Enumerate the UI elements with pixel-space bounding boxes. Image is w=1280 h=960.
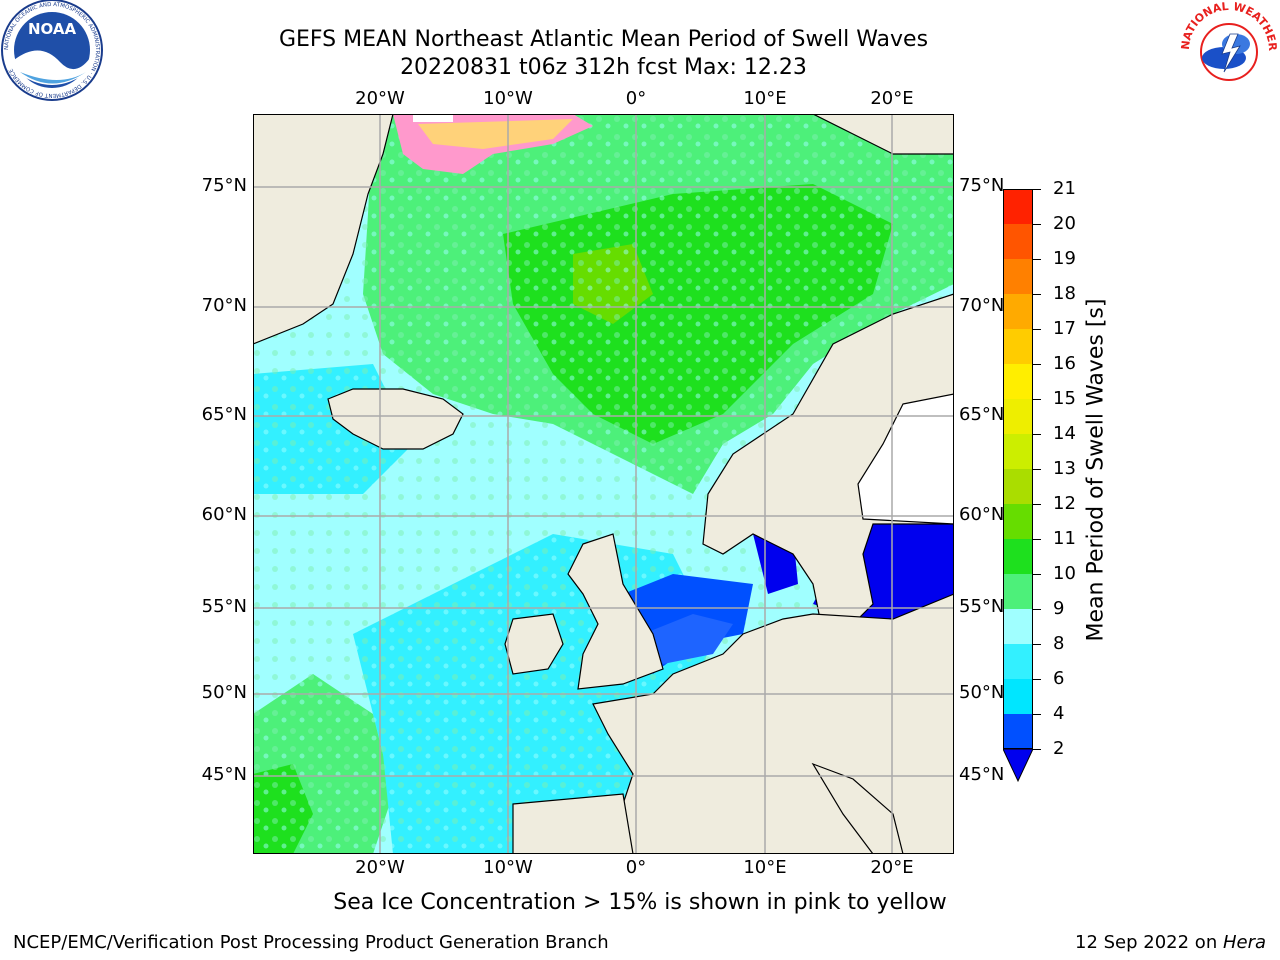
svg-text:NOAA: NOAA (28, 20, 77, 38)
lon-label-top: 20°W (355, 88, 405, 109)
lat-label-left: 70°N (201, 295, 247, 316)
lat-label-right: 45°N (959, 764, 1005, 785)
colorbar-tick-mark (1033, 189, 1041, 190)
lon-label-top: 0° (625, 88, 647, 109)
svalbard (812, 114, 954, 155)
colorbar-segment (1003, 539, 1033, 574)
colorbar-tick: 11 (1053, 528, 1076, 549)
colorbar-tick-mark (1033, 294, 1041, 295)
colorbar-tick: 20 (1053, 213, 1076, 234)
colorbar-tick: 17 (1053, 318, 1076, 339)
colorbar-tick-mark (1033, 679, 1041, 680)
chart-subtitle: 20220831 t06z 312h fcst Max: 12.23 (400, 55, 807, 80)
lon-label-bottom: 0° (625, 857, 647, 878)
colorbar-segment (1003, 679, 1033, 714)
colorbar-tick-mark (1033, 364, 1041, 365)
colorbar-tick: 16 (1053, 353, 1076, 374)
colorbar-tick: 4 (1053, 703, 1065, 724)
lat-label-right: 70°N (959, 295, 1005, 316)
great-britain (567, 533, 664, 690)
colorbar-tick-mark (1033, 224, 1041, 225)
iceland (327, 388, 464, 450)
iberia (512, 793, 634, 854)
colorbar-segment (1003, 329, 1033, 364)
colorbar-segment (1003, 469, 1033, 504)
colorbar-segment (1003, 399, 1033, 434)
lat-label-left: 65°N (201, 404, 247, 425)
lon-label-top: 10°E (743, 88, 787, 109)
lat-label-left: 60°N (201, 504, 247, 525)
colorbar-segment (1003, 189, 1033, 224)
lon-label-bottom: 10°W (483, 857, 533, 878)
lon-label-bottom: 20°E (870, 857, 914, 878)
colorbar-tick-mark (1033, 574, 1041, 575)
colorbar-tick: 13 (1053, 458, 1076, 479)
italy (811, 762, 904, 854)
producer-credit: NCEP/EMC/Verification Post Processing Pr… (13, 932, 609, 953)
colorbar-tick-mark (1033, 749, 1041, 750)
lat-label-left: 75°N (201, 175, 247, 196)
noaa-logo: NOAA NATIONAL OCEANIC AND ATMOSPHERIC AD… (1, 0, 103, 101)
lat-label-right: 60°N (959, 504, 1005, 525)
colorbar-tick-mark (1033, 329, 1041, 330)
colorbar-tick: 2 (1053, 738, 1065, 759)
colorbar-segment (1003, 434, 1033, 469)
finland (857, 393, 954, 525)
colorbar-tick-mark (1033, 259, 1041, 260)
colorbar-label: Mean Period of Swell Waves [s] (1083, 298, 1109, 642)
colorbar-segment (1003, 609, 1033, 644)
colorbar-tick: 6 (1053, 668, 1065, 689)
chart-title: GEFS MEAN Northeast Atlantic Mean Period… (278, 27, 929, 52)
lat-label-right: 50°N (959, 682, 1005, 703)
colorbar-tick: 19 (1053, 248, 1076, 269)
colorbar-tick: 12 (1053, 493, 1076, 514)
colorbar-tick-mark (1033, 434, 1041, 435)
colorbar-tick: 9 (1053, 598, 1065, 619)
colorbar-tick-mark (1033, 539, 1041, 540)
colorbar-segment (1003, 714, 1033, 749)
graticule (253, 114, 954, 854)
lat-label-right: 65°N (959, 404, 1005, 425)
ireland (504, 613, 564, 675)
colorbar-tick-mark (1033, 399, 1041, 400)
colorbar-segment (1003, 224, 1033, 259)
colorbar-tick-mark (1033, 609, 1041, 610)
swell-period-map (253, 114, 954, 854)
lat-label-left: 45°N (201, 764, 247, 785)
colorbar-tick: 18 (1053, 283, 1076, 304)
colorbar-segment (1003, 294, 1033, 329)
lon-label-bottom: 20°W (355, 857, 405, 878)
colorbar-segment (1003, 504, 1033, 539)
generation-date: 12 Sep 2022 on Hera (1075, 932, 1266, 953)
colorbar-tick-mark (1033, 714, 1041, 715)
colorbar-tick-mark (1033, 469, 1041, 470)
lat-label-left: 55°N (201, 596, 247, 617)
lon-label-top: 10°W (483, 88, 533, 109)
colorbar-tick: 14 (1053, 423, 1076, 444)
colorbar-tick-mark (1033, 644, 1041, 645)
colorbar-segment (1003, 574, 1033, 609)
lat-label-left: 50°N (201, 682, 247, 703)
colorbar (1003, 189, 1033, 783)
sea-ice-note: Sea Ice Concentration > 15% is shown in … (333, 890, 947, 915)
lat-label-right: 55°N (959, 596, 1005, 617)
colorbar-tick-mark (1033, 504, 1041, 505)
colorbar-segment (1003, 259, 1033, 294)
lon-label-top: 20°E (870, 88, 914, 109)
colorbar-segment (1003, 644, 1033, 679)
colorbar-tick: 21 (1053, 178, 1076, 199)
greenland (253, 114, 394, 345)
colorbar-segment (1003, 364, 1033, 399)
lat-label-right: 75°N (959, 175, 1005, 196)
colorbar-extend-arrow (1003, 748, 1033, 783)
generation-host: Hera (1222, 932, 1266, 953)
lon-label-bottom: 10°E (743, 857, 787, 878)
colorbar-tick: 8 (1053, 633, 1065, 654)
nws-logo: NATIONAL WEATHER SERVICE (1178, 0, 1279, 97)
colorbar-tick: 10 (1053, 563, 1076, 584)
generation-date-text: 12 Sep 2022 on (1075, 932, 1223, 953)
colorbar-tick: 15 (1053, 388, 1076, 409)
